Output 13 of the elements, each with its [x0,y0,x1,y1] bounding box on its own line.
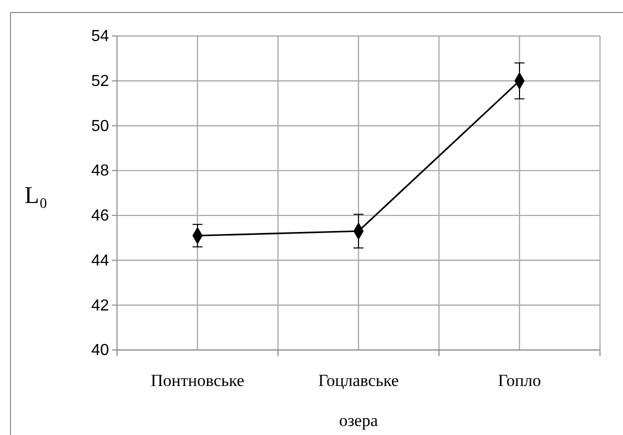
y-tick-label: 50 [91,118,110,135]
x-axis-title: озера [339,411,378,430]
y-tick-label: 40 [91,342,110,360]
y-tick-label: 54 [91,28,110,46]
y-tick-label: 48 [91,162,110,180]
y-tick-label: 44 [91,252,110,270]
x-tick-label: Гопло [498,371,541,390]
y-tick-label: 42 [91,297,110,314]
y-axis-title: L₀ [24,183,48,209]
y-tick-label: 52 [91,72,110,90]
x-tick-label: Гоцлавське [318,371,399,390]
y-tick-label: 46 [91,208,110,225]
x-tick-label: Понтновське [150,371,244,390]
